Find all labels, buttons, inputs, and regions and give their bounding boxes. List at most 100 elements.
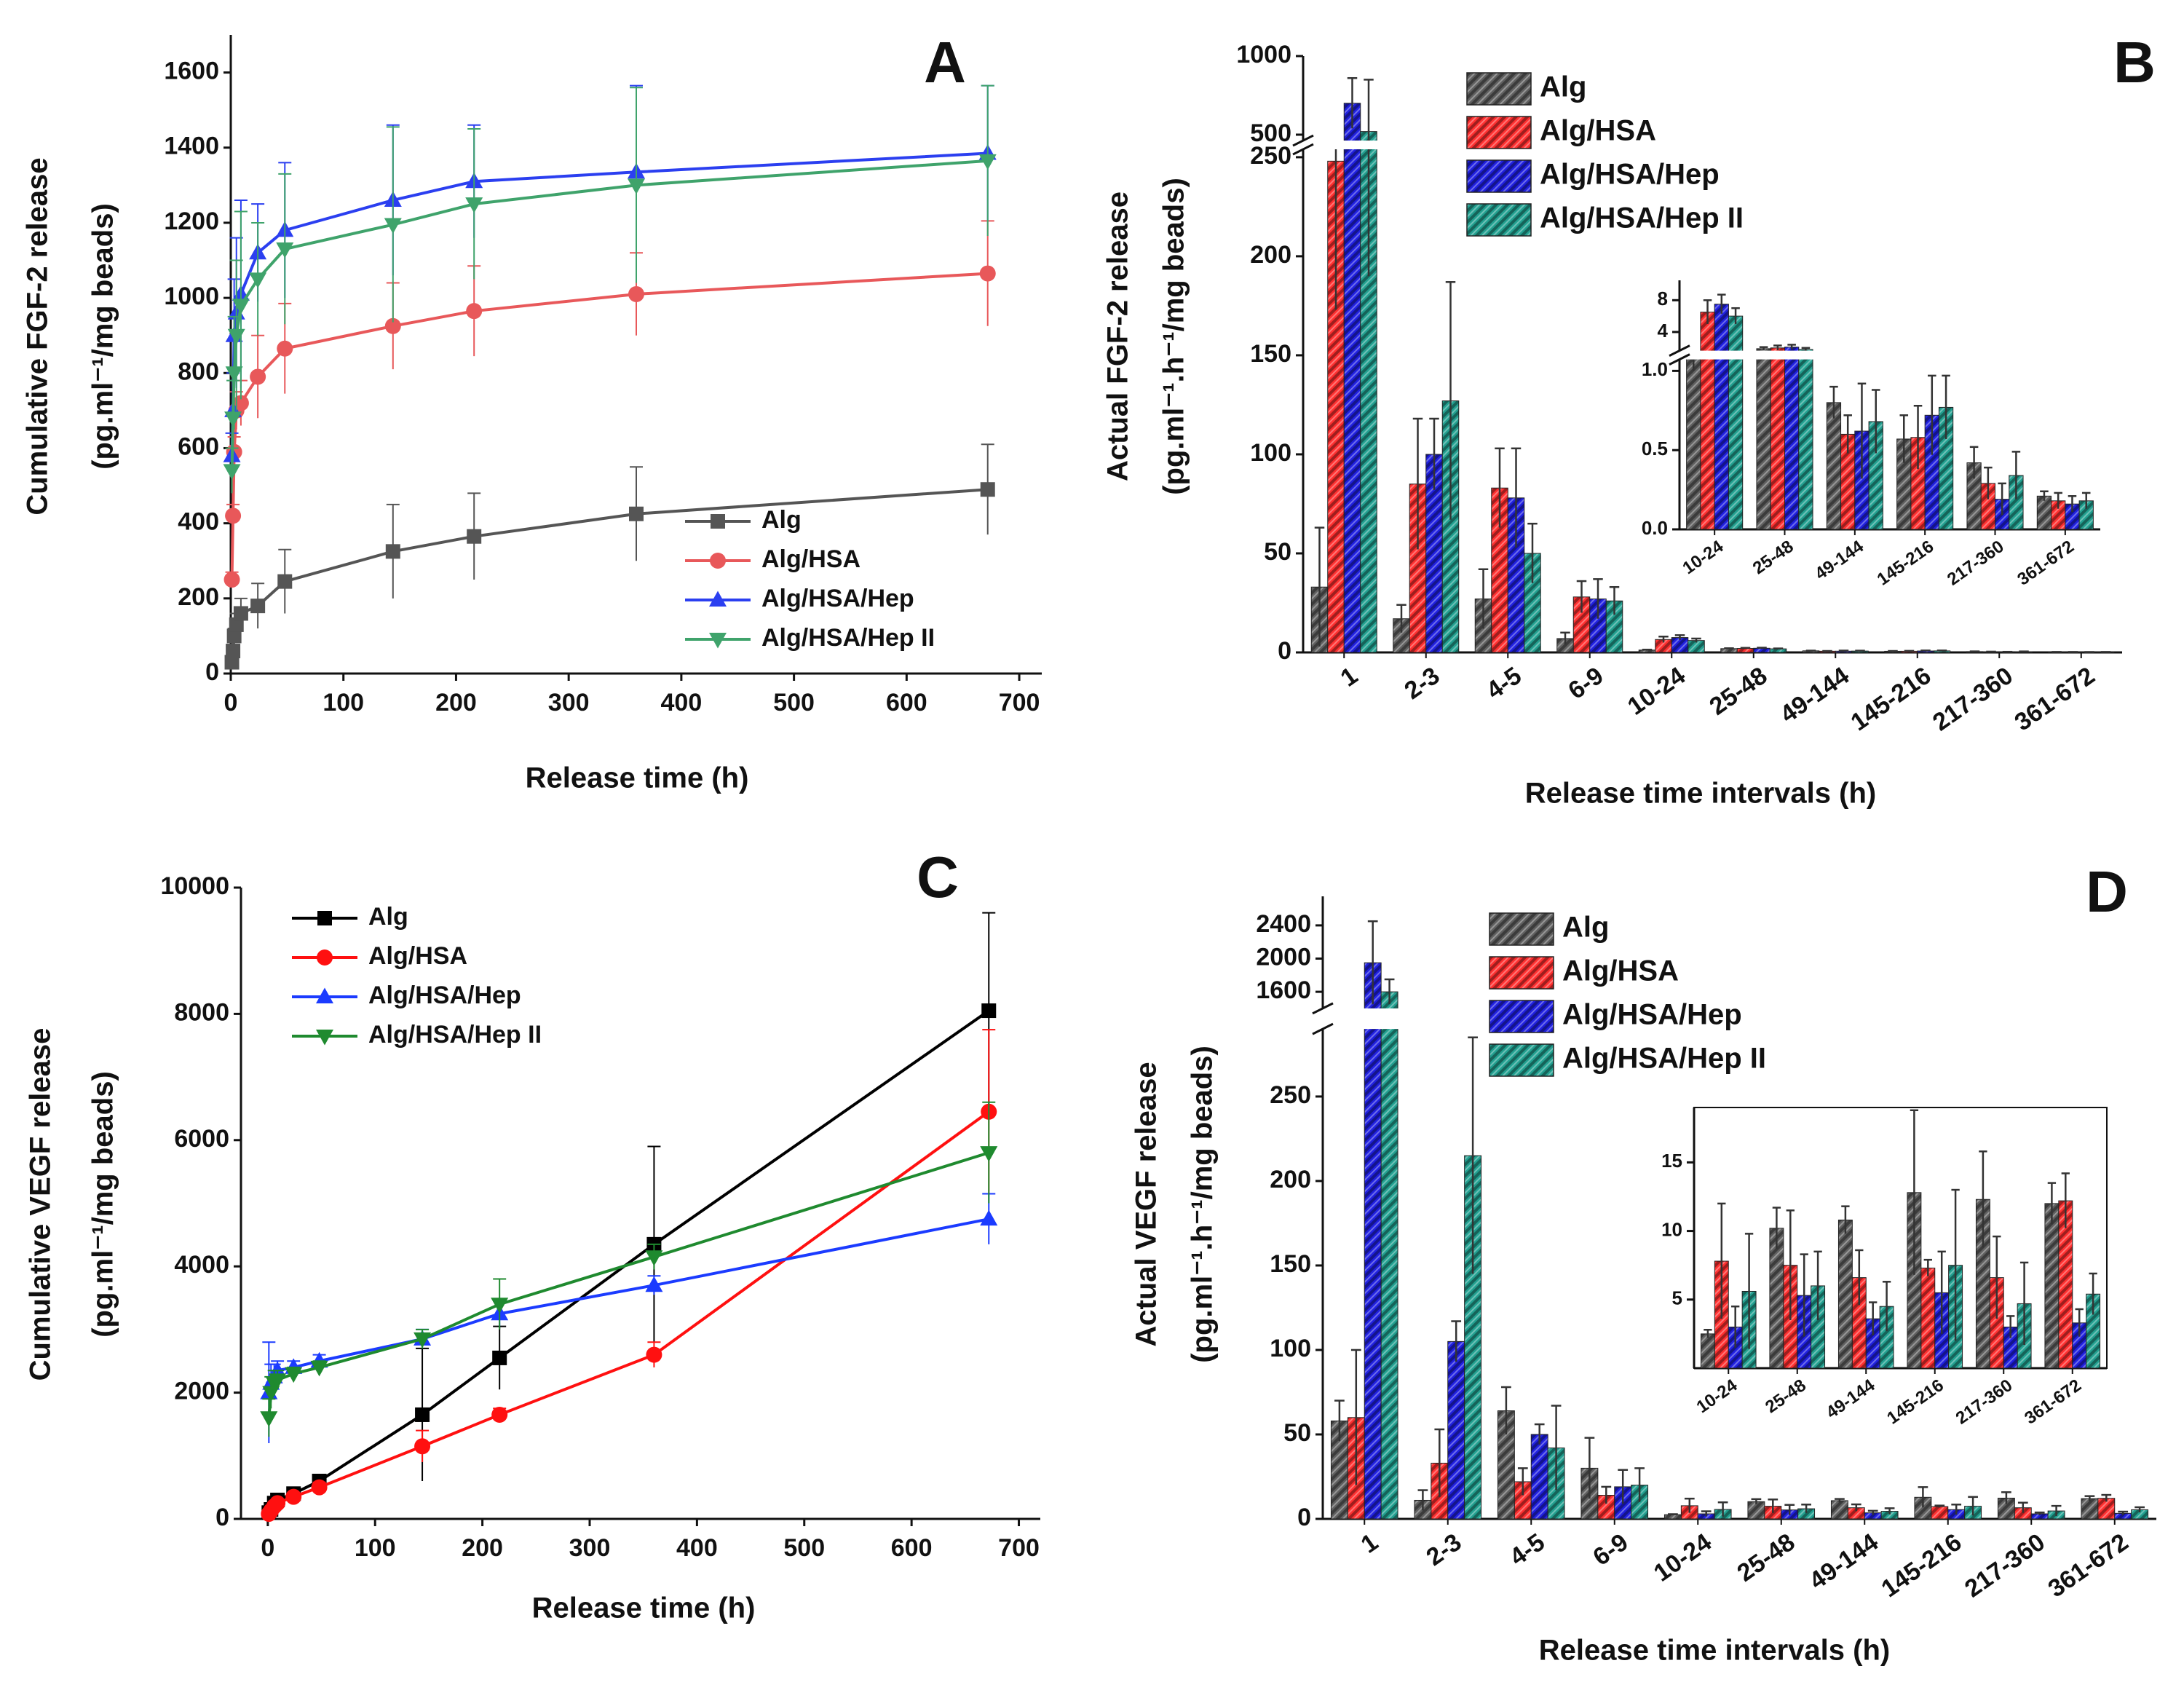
marker <box>980 1146 998 1162</box>
series-line <box>267 1151 989 1418</box>
marker <box>385 544 400 559</box>
y-tick-label: 2000 <box>174 1378 229 1405</box>
series-line <box>267 1110 990 1515</box>
series-line <box>230 151 988 456</box>
y-tick-label: 2400 <box>1256 910 1311 938</box>
marker <box>466 303 483 320</box>
marker <box>310 1360 328 1377</box>
marker <box>316 987 333 1003</box>
x-tick-label: 10-24 <box>1623 662 1690 721</box>
y-tick-label: 0 <box>215 1504 229 1531</box>
y-tick-label: 150 <box>1250 340 1291 368</box>
x-tick-label: 300 <box>548 689 590 716</box>
marker <box>711 514 725 529</box>
x-tick-label: 25-48 <box>1732 1528 1800 1587</box>
legend-label: Alg/HSA <box>368 942 467 970</box>
marker <box>223 572 240 588</box>
x-axis-label: Release time intervals (h) <box>1539 1635 1890 1667</box>
y-tick-label: 1200 <box>164 208 219 235</box>
y-tick-label: 50 <box>1264 538 1291 566</box>
bar <box>1769 648 1787 653</box>
y-tick-label: 8000 <box>174 998 229 1026</box>
marker <box>645 1250 663 1266</box>
y-tick-label: 0.0 <box>1642 517 1668 539</box>
x-tick-label: 49-144 <box>1804 1528 1883 1595</box>
bar <box>1714 304 1729 530</box>
marker <box>226 644 241 659</box>
marker <box>384 218 402 234</box>
marker <box>224 411 242 427</box>
y-axis-label: Cumulative FGF-2 release <box>22 157 54 515</box>
marker <box>316 1030 333 1046</box>
bar <box>1343 103 1361 653</box>
x-tick-label: 10-24 <box>1693 1375 1741 1418</box>
y-axis-label: Cumulative VEGF release <box>25 1028 57 1381</box>
marker <box>629 506 644 521</box>
marker <box>233 606 248 621</box>
y-tick-label: 200 <box>1250 241 1291 269</box>
panel-letter: C <box>917 845 959 909</box>
x-tick-label: 2-3 <box>1421 1528 1466 1571</box>
x-tick-label: 0 <box>224 689 238 716</box>
marker <box>980 482 995 497</box>
marker <box>250 368 266 385</box>
y-tick-label: 50 <box>1283 1419 1311 1447</box>
marker <box>645 1276 663 1292</box>
legend-swatch <box>1489 912 1554 946</box>
y-tick-label: 100 <box>1250 439 1291 467</box>
bar <box>1720 648 1738 653</box>
x-tick-label: 4-5 <box>1481 662 1527 705</box>
legend-swatch <box>1466 116 1532 149</box>
y-tick-label: 600 <box>178 433 219 460</box>
axis-break-mark <box>1669 353 1690 366</box>
x-tick-label: 145-216 <box>1883 1375 1947 1429</box>
y-tick-label: 0 <box>1297 1504 1311 1531</box>
bar <box>1770 347 1786 530</box>
x-tick-label: 25-48 <box>1749 537 1797 578</box>
bar <box>2081 1498 2099 1520</box>
marker <box>277 574 293 589</box>
x-tick-label: 700 <box>998 1534 1040 1562</box>
y-tick-label: 1000 <box>1236 41 1291 68</box>
marker <box>229 617 244 632</box>
marker <box>414 1438 431 1455</box>
y-tick-label: 1.0 <box>1642 358 1668 380</box>
y-tick-label: 0.5 <box>1642 438 1668 459</box>
y-axis-label: (pg.ml⁻¹/mg beads) <box>87 1071 119 1338</box>
y-axis-label: (pg.ml⁻¹.h⁻¹/mg beads) <box>1158 178 1190 495</box>
y-axis-label: (pg.ml⁻¹/mg beads) <box>87 203 119 470</box>
y-tick-label: 1000 <box>164 283 219 310</box>
bar <box>1700 312 1715 530</box>
legend-swatch <box>1466 72 1532 106</box>
x-tick-label: 500 <box>783 1534 825 1562</box>
y-tick-label: 200 <box>178 583 219 611</box>
bar <box>1756 348 1771 530</box>
marker <box>491 1406 508 1423</box>
y-tick-label: 500 <box>1250 119 1291 147</box>
marker <box>979 265 996 282</box>
axis-break-mark <box>1312 1002 1334 1015</box>
y-axis-label: Actual VEGF release <box>1131 1062 1163 1346</box>
bar <box>1826 402 1842 530</box>
legend-label: Alg <box>1562 912 1609 944</box>
y-tick-label: 150 <box>1270 1250 1311 1278</box>
marker <box>223 464 241 480</box>
y-tick-label: 5 <box>1672 1287 1682 1309</box>
y-tick-label: 1600 <box>1256 976 1311 1004</box>
bar <box>1920 1267 1936 1369</box>
marker <box>227 328 245 345</box>
legend-label: Alg <box>1540 71 1586 103</box>
x-tick-label: 700 <box>999 689 1040 716</box>
y-tick-label: 6000 <box>174 1125 229 1153</box>
x-tick-label: 100 <box>323 689 364 716</box>
y-axis-label: Actual FGF-2 release <box>1102 192 1134 481</box>
bar <box>1830 1500 1848 1520</box>
marker <box>978 154 997 170</box>
legend-swatch <box>1489 1000 1554 1033</box>
x-tick-label: 361-672 <box>2009 662 2100 737</box>
x-tick-label: 361-672 <box>2014 537 2078 590</box>
legend-label: Alg/HSA/Hep II <box>761 624 935 652</box>
marker <box>277 340 293 357</box>
marker <box>250 599 266 614</box>
marker <box>384 317 401 334</box>
